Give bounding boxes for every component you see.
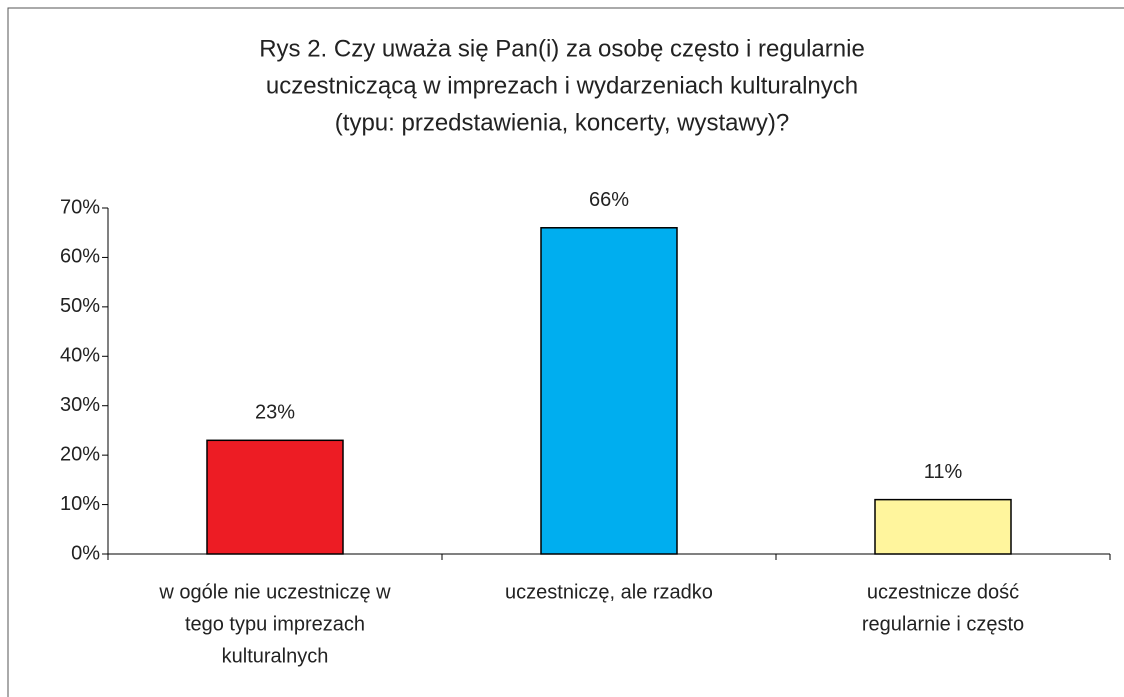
data-label: 11% [924, 461, 963, 483]
y-tick-label: 10% [60, 493, 100, 515]
x-tick-label: uczestniczę, ale rzadko [505, 581, 713, 603]
chart-title: (typu: przedstawienia, koncerty, wystawy… [335, 109, 789, 136]
x-tick-label: tego typu imprezach [185, 613, 365, 635]
y-tick-label: 30% [60, 394, 100, 416]
y-tick-label: 40% [60, 345, 100, 367]
y-tick-label: 70% [60, 196, 100, 218]
y-tick-label: 0% [71, 542, 100, 564]
x-tick-label: w ogóle nie uczestniczę w [158, 581, 391, 603]
bar [206, 439, 344, 555]
data-label: 66% [589, 189, 629, 211]
x-tick-label: kulturalnych [222, 645, 329, 667]
y-tick-label: 50% [60, 295, 100, 317]
x-tick-label: uczestnicze dość [867, 581, 1019, 603]
chart-title: Rys 2. Czy uważa się Pan(i) za osobę czę… [259, 35, 865, 62]
y-tick-label: 60% [60, 246, 100, 268]
bar [540, 227, 678, 555]
y-tick-label: 20% [60, 443, 100, 465]
x-tick-label: regularnie i często [862, 613, 1024, 635]
data-label: 23% [255, 402, 295, 424]
chart-title: uczestniczącą w imprezach i wydarzeniach… [266, 72, 858, 99]
bar [874, 498, 1012, 555]
